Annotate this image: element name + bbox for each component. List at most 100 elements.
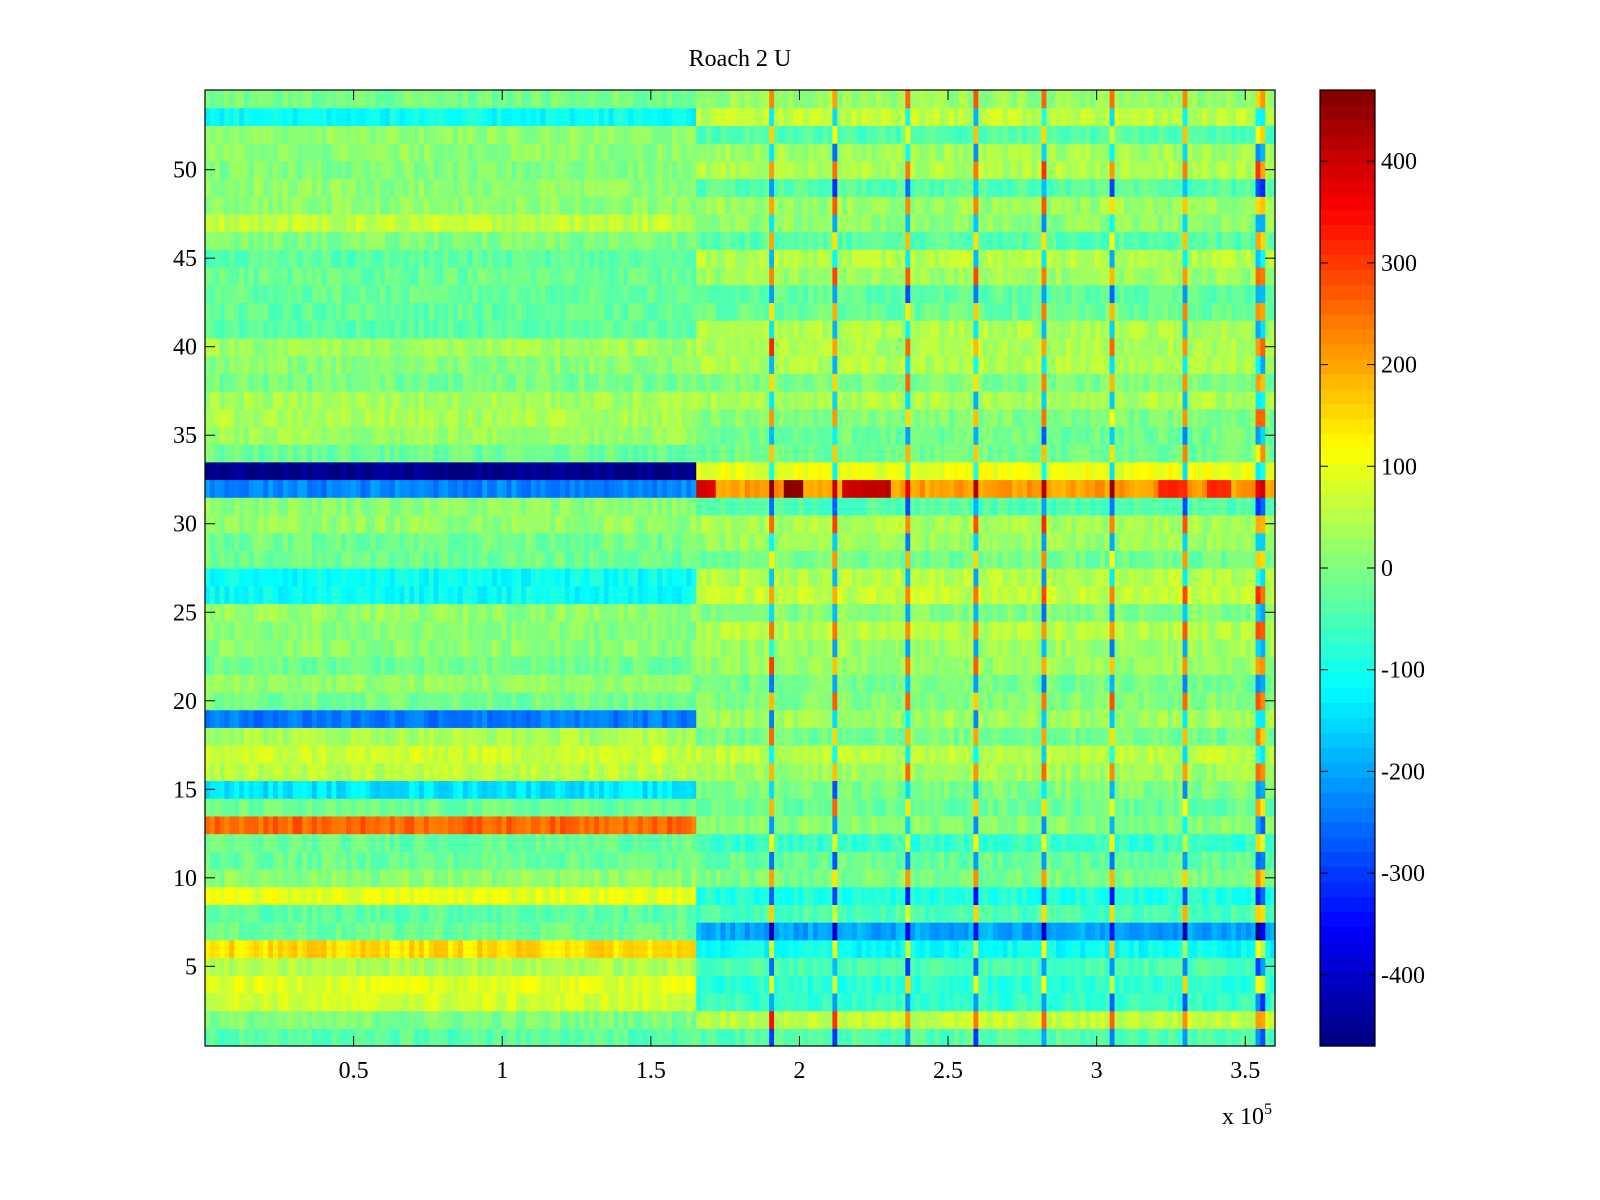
heatmap-cell [944,745,950,764]
heatmap-cell [988,992,994,1012]
heatmap-cell [1056,939,1062,959]
heatmap-cell [1041,691,1048,711]
heatmap-cell [409,922,415,941]
heatmap-cell [705,656,712,675]
heatmap-cell [885,851,892,870]
heatmap-cell [1099,851,1106,870]
heatmap-cell [793,922,799,941]
heatmap-cell [847,762,853,782]
heatmap-cell [535,798,542,817]
heatmap-cell [273,798,279,817]
heatmap-cell [224,975,230,994]
heatmap-cell [1070,727,1077,746]
heatmap-cell [1143,745,1150,764]
heatmap-cell [234,727,240,746]
heatmap-cell [890,922,897,941]
heatmap-cell [1182,904,1189,923]
heatmap-cell [1221,762,1227,782]
heatmap-cell [876,815,882,835]
heatmap-cell [564,815,571,835]
heatmap-cell [958,868,965,888]
heatmap-cell [419,922,425,941]
heatmap-cell [778,1010,785,1029]
heatmap-cell [812,691,819,711]
heatmap-cell [1202,904,1208,923]
heatmap-cell [764,833,770,852]
heatmap-cell [803,691,809,711]
heatmap-cell [803,922,809,941]
heatmap-cell [360,762,367,782]
heatmap-cell [350,762,357,782]
heatmap-cell [282,815,289,835]
heatmap-cell [667,992,673,1012]
heatmap-cell [774,992,780,1012]
heatmap-cell [1231,904,1237,923]
heatmap-cell [336,745,342,764]
heatmap-cell [1245,886,1252,905]
heatmap-cell [847,674,853,693]
heatmap-cell [1056,691,1062,711]
heatmap-cell [778,833,785,852]
heatmap-cell [1197,727,1203,746]
heatmap-cell [749,939,756,959]
heatmap-cell [239,656,245,675]
heatmap-cell [710,1028,717,1047]
heatmap-cell [239,939,245,959]
heatmap-cell [1148,1010,1155,1029]
heatmap-cell [944,815,950,835]
heatmap-cell [1240,674,1247,693]
heatmap-cell [302,798,308,817]
heatmap-cell [934,638,941,658]
heatmap-cell [696,727,702,746]
heatmap-cell [798,1028,804,1047]
heatmap-cell [1056,992,1062,1012]
heatmap-cell [710,868,717,888]
heatmap-cell [287,674,294,693]
heatmap-cell [681,868,688,888]
heatmap-cell [564,656,571,675]
heatmap-cell [423,656,430,675]
heatmap-cell [847,745,853,764]
heatmap-cell [326,638,333,658]
heatmap-cell [229,833,235,852]
heatmap-cell [1192,922,1198,941]
heatmap-cell [1085,957,1091,976]
heatmap-cell [380,1010,386,1029]
heatmap-cell [530,922,537,941]
heatmap-cell [307,868,313,888]
heatmap-cell [744,815,751,835]
heatmap-cell [681,975,688,994]
heatmap-cell [380,762,386,782]
heatmap-cell [428,780,435,799]
heatmap-cell [944,1028,950,1047]
heatmap-cell [1163,992,1169,1012]
heatmap-cell [1085,868,1091,888]
heatmap-cell [423,798,430,817]
heatmap-cell [1109,727,1116,746]
heatmap-cell [1221,957,1227,976]
heatmap-cell [1177,922,1184,941]
heatmap-cell [1070,815,1077,835]
heatmap-cell [676,1010,683,1029]
heatmap-cell [214,815,221,835]
heatmap-cell [934,1028,941,1047]
heatmap-cell [1031,691,1038,711]
heatmap-cell [584,1028,590,1047]
heatmap-cell [817,851,824,870]
heatmap-cell [1245,691,1252,711]
heatmap-cell [832,674,838,693]
heatmap-cell [798,656,804,675]
heatmap-cell [1153,798,1159,817]
heatmap-cell [1192,745,1198,764]
heatmap-cell [837,957,843,976]
heatmap-cell [287,638,294,658]
heatmap-cell [394,815,401,835]
heatmap-cell [774,1010,780,1029]
heatmap-cell [774,815,780,835]
heatmap-cell [774,922,780,941]
heatmap-cell [1070,762,1077,782]
heatmap-cell [1153,815,1159,835]
heatmap-cell [263,939,269,959]
heatmap-cell [598,815,605,835]
heatmap-cell [496,815,503,835]
